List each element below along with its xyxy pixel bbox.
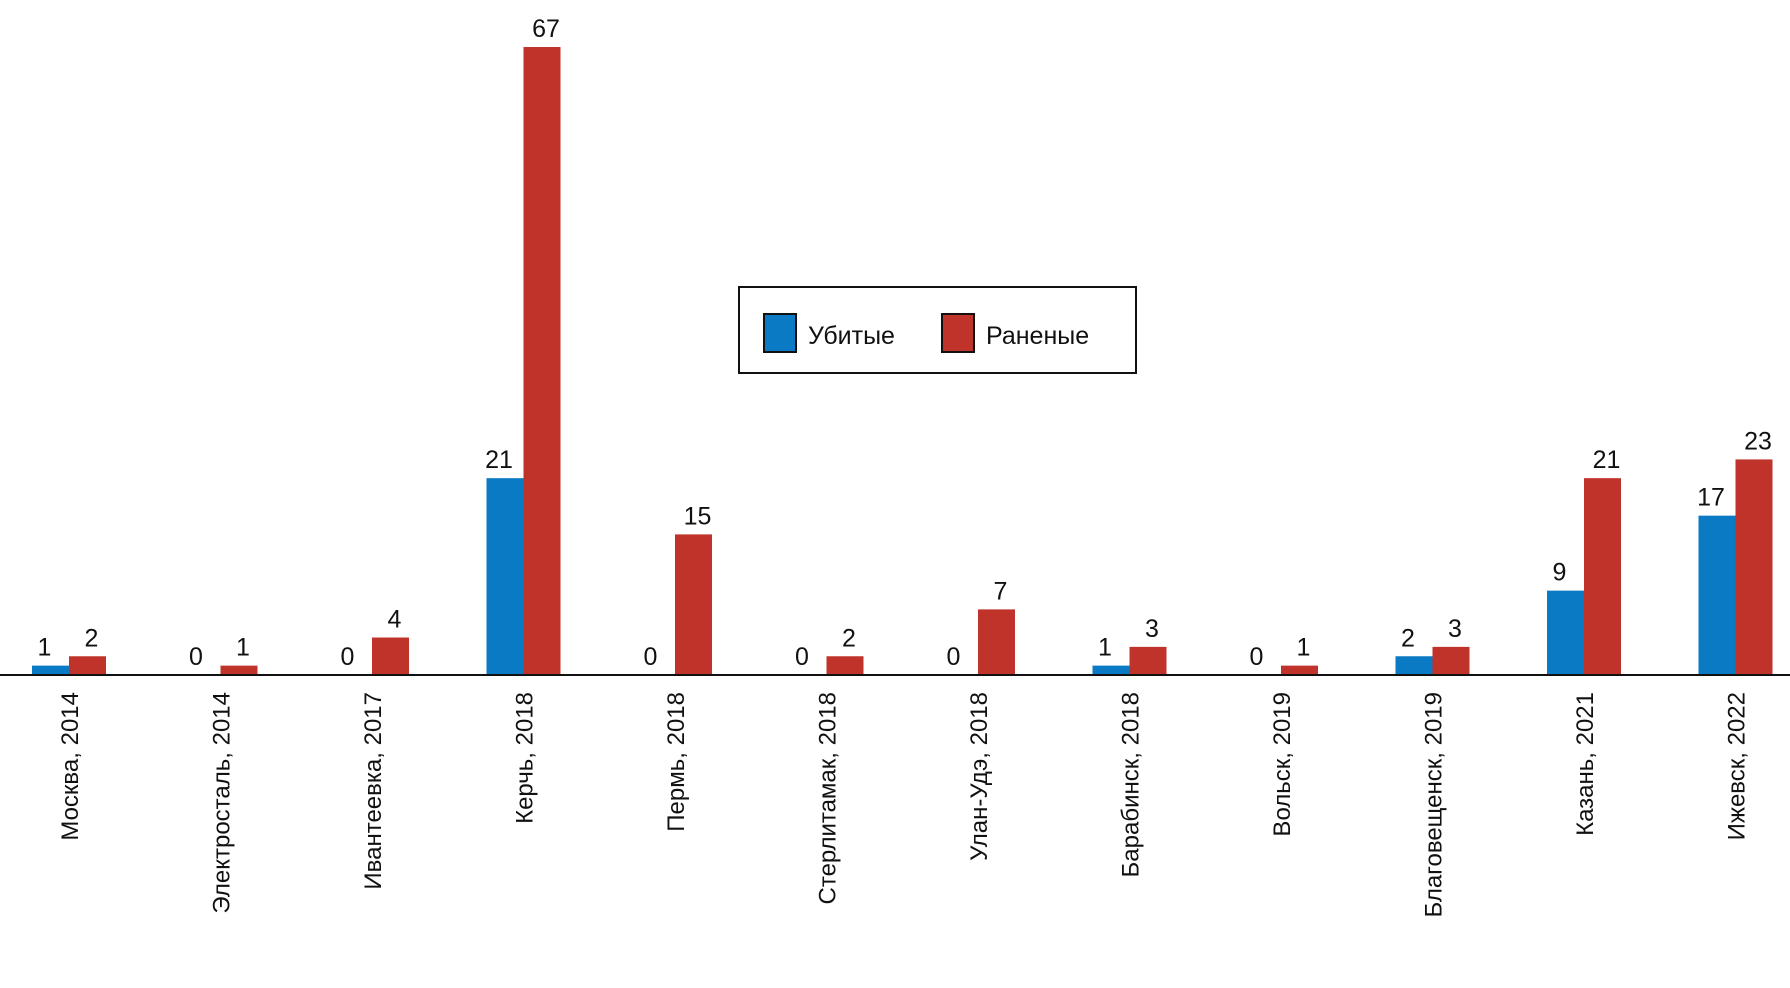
value-label-killed-10: 9: [1553, 559, 1567, 587]
value-label-killed-1: 0: [189, 643, 203, 671]
legend-swatch-killed: [763, 313, 797, 353]
bar-wounded-5: [826, 656, 864, 675]
value-label-killed-6: 0: [947, 643, 961, 671]
legend-box: [738, 286, 1137, 374]
bar-killed-9: [1395, 656, 1433, 675]
bar-wounded-10: [1584, 478, 1621, 675]
legend-label-wounded: Раненые: [986, 322, 1089, 350]
bar-killed-7: [1092, 665, 1130, 675]
legend-swatch-wounded: [941, 313, 975, 353]
category-labels-layer: Москва, 2014 Электросталь, 2014 Ивантеевка…: [57, 692, 1751, 918]
bar-wounded-1: [220, 665, 258, 675]
value-label-wounded-11: 23: [1744, 427, 1772, 455]
category-label-2: Ивантеевка, 2017: [360, 692, 387, 890]
category-label-0: Москва, 2014: [57, 692, 84, 841]
value-label-killed-2: 0: [341, 643, 355, 671]
bar-wounded-4: [675, 534, 712, 675]
value-label-wounded-3: 67: [532, 15, 560, 43]
bar-wounded-2: [372, 637, 409, 675]
value-label-killed-11: 17: [1697, 484, 1725, 512]
category-label-9: Благовещенск, 2019: [1421, 692, 1448, 918]
bar-wounded-9: [1432, 646, 1470, 675]
value-label-wounded-6: 7: [994, 577, 1008, 605]
value-label-wounded-1: 1: [236, 634, 250, 662]
bar-wounded-7: [1129, 646, 1167, 675]
category-label-4: Пермь, 2018: [663, 692, 690, 832]
category-label-10: Казань, 2021: [1572, 692, 1599, 836]
category-label-7: Барабинск, 2018: [1118, 692, 1145, 877]
category-label-5: Стерлитамак, 2018: [815, 692, 842, 904]
value-label-wounded-5: 2: [842, 624, 856, 652]
bars-layer: [32, 47, 1773, 675]
category-label-8: Вольск, 2019: [1269, 692, 1296, 837]
bar-wounded-8: [1281, 665, 1318, 675]
bar-killed-10: [1547, 590, 1584, 675]
bar-killed-11: [1698, 515, 1736, 675]
bar-wounded-6: [978, 609, 1015, 675]
bar-wounded-3: [523, 47, 561, 675]
bar-killed-0: [32, 665, 69, 675]
value-label-wounded-10: 21: [1593, 446, 1621, 474]
legend: Убитые Раненые: [738, 286, 1137, 374]
value-label-killed-4: 0: [644, 643, 658, 671]
value-label-wounded-8: 1: [1297, 634, 1311, 662]
value-label-wounded-4: 15: [684, 502, 712, 530]
bar-killed-3: [486, 478, 524, 675]
bar-wounded-0: [69, 656, 106, 675]
value-label-killed-8: 0: [1250, 643, 1264, 671]
value-label-killed-5: 0: [795, 643, 809, 671]
value-label-killed-0: 1: [38, 634, 52, 662]
category-label-6: Улан-Удэ, 2018: [966, 692, 993, 861]
value-label-killed-3: 21: [485, 446, 513, 474]
category-label-11: Ижевск, 2022: [1724, 692, 1751, 840]
value-label-wounded-9: 3: [1448, 615, 1462, 643]
category-label-3: Керчь, 2018: [512, 692, 539, 824]
value-label-wounded-2: 4: [388, 606, 402, 634]
legend-label-killed: Убитые: [808, 322, 895, 350]
value-label-wounded-7: 3: [1145, 615, 1159, 643]
value-label-killed-7: 1: [1098, 634, 1112, 662]
bar-wounded-11: [1735, 459, 1773, 675]
category-label-1: Электросталь, 2014: [209, 692, 236, 914]
value-label-wounded-0: 2: [85, 624, 99, 652]
value-label-killed-9: 2: [1401, 624, 1415, 652]
